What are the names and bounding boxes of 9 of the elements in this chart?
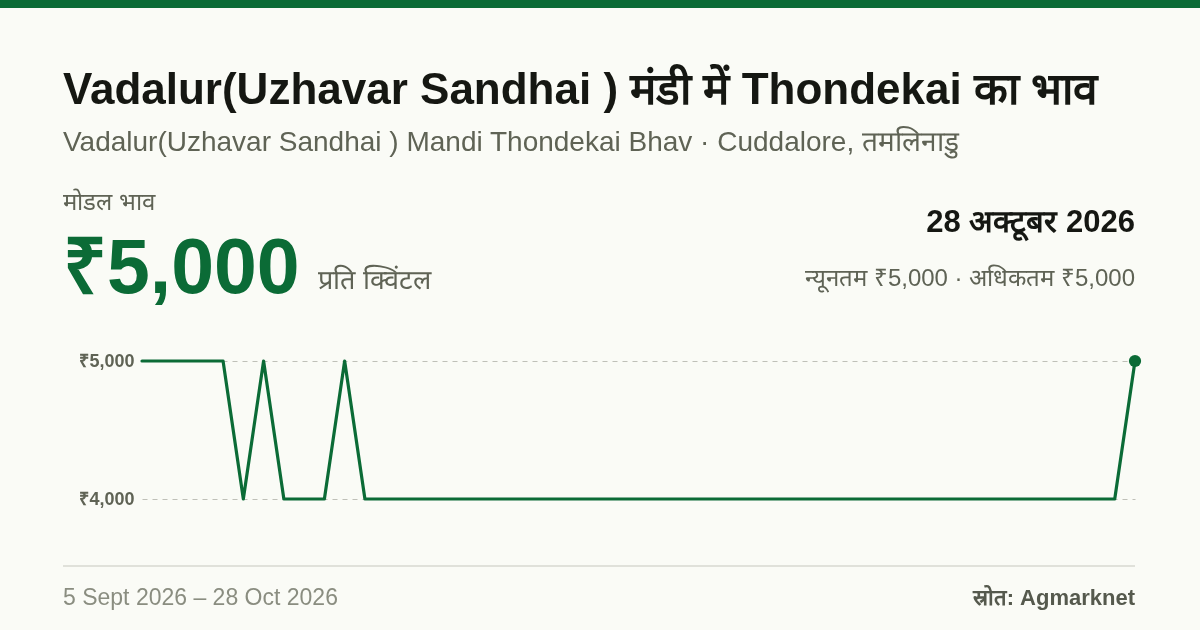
text: 28 अक्टूबर 2026 <box>926 204 1135 239</box>
chart-title: Vadalur(Uzhavar Sandhai ) मंडी में Thondekai का भाव <box>63 64 1098 113</box>
chart-subtitle: Vadalur(Uzhavar Sandhai ) Mandi Thondekai Bhav · Cuddalore, तमलिनाडु <box>63 126 959 157</box>
y-tick-label: ₹4,000 <box>79 488 135 509</box>
text: प्रति क्विंटल <box>318 265 431 295</box>
text: स्रोत: Agmarknet <box>972 585 1135 610</box>
text: 5 Sept 2026 – 28 Oct 2026 <box>63 584 338 610</box>
text: मोडल भाव <box>63 188 155 215</box>
text: न्यूनतम ₹5,000 · अधिकतम ₹5,000 <box>805 264 1135 291</box>
